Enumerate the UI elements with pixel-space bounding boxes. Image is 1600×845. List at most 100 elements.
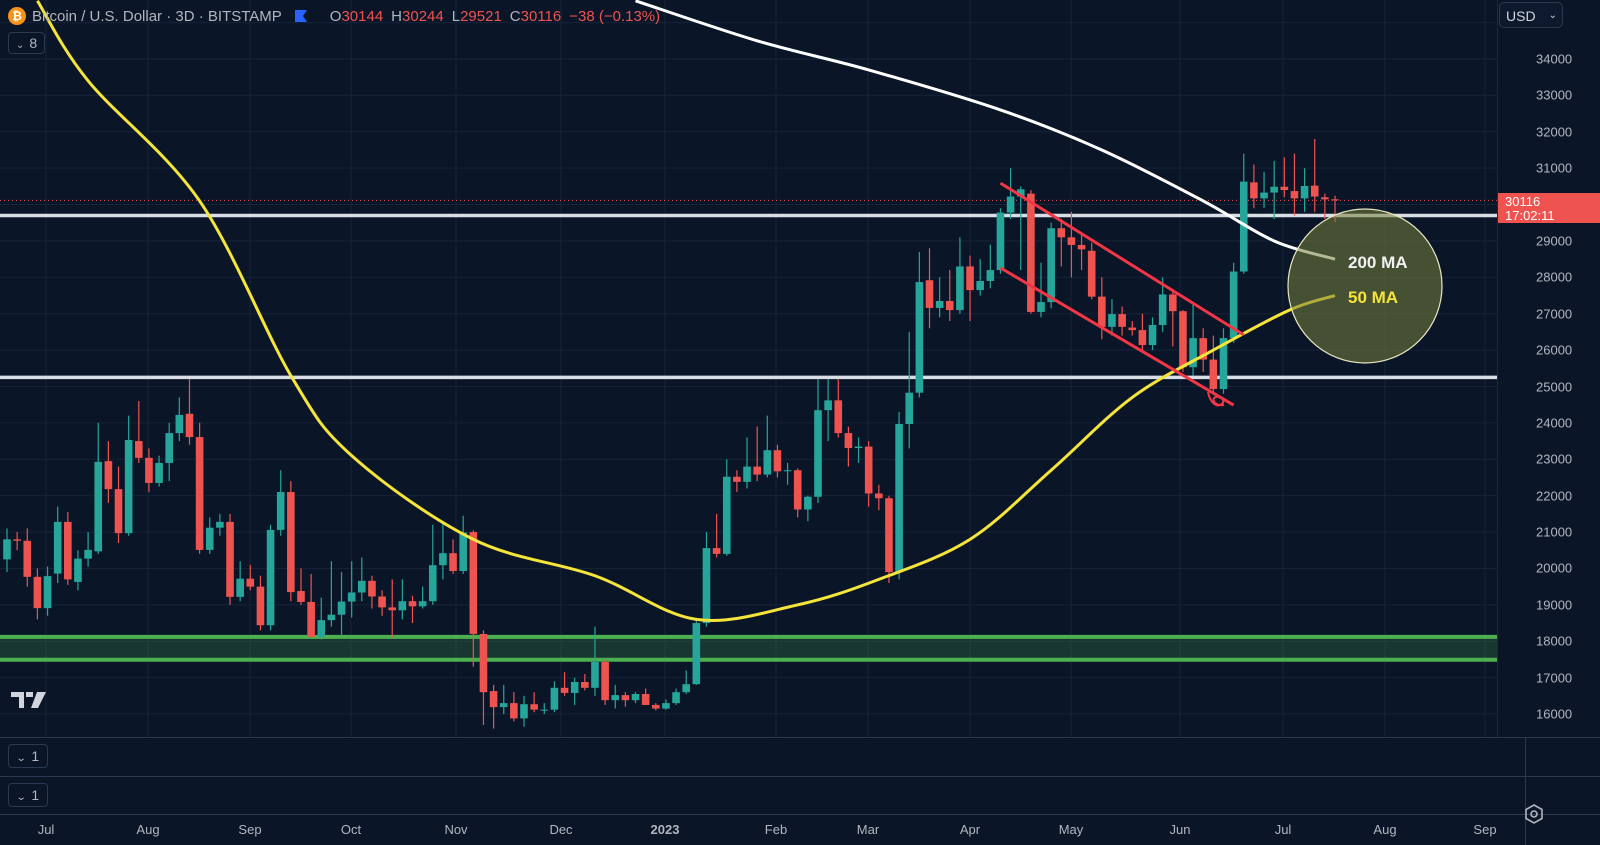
candle-up [1108, 314, 1116, 327]
candle-up [702, 548, 711, 624]
candle-down [246, 578, 255, 587]
candle-down [1250, 182, 1258, 199]
time-tick-label: Oct [340, 822, 362, 837]
candle-down [479, 633, 488, 693]
price-tick-label: 31000 [1536, 160, 1573, 176]
candle-up [1239, 181, 1248, 272]
candle-up [1219, 338, 1228, 390]
pane-2-toggle-button[interactable]: ⌄ 1 [8, 783, 49, 807]
candle-down [1098, 296, 1106, 327]
candle-up [905, 392, 914, 424]
flag-icon[interactable] [294, 9, 308, 23]
indicator-pane-1[interactable]: ⌄ 1 [0, 738, 1497, 775]
candle-up [327, 614, 336, 621]
price-tick-label: 29000 [1536, 233, 1573, 249]
bitcoin-icon: ₿ [8, 7, 26, 25]
candle-down [875, 493, 883, 499]
candle-down [64, 521, 72, 580]
pane-separator[interactable] [0, 776, 1600, 777]
candle-down [226, 521, 234, 597]
price-tick-label: 23000 [1536, 451, 1573, 467]
candle-up [935, 300, 944, 308]
low-value: 29521 [460, 7, 502, 25]
high-label: H [391, 7, 403, 25]
candle-down [489, 691, 498, 708]
open-label: O [329, 7, 342, 25]
candle-up [540, 709, 549, 711]
price-tick-label: 26000 [1536, 342, 1573, 358]
candle-up [692, 623, 701, 685]
candle-up [996, 212, 1005, 271]
candle-up [1300, 186, 1309, 199]
candle-down [368, 580, 376, 597]
candle-down [145, 457, 153, 483]
candle-up [317, 620, 326, 637]
candle-up [824, 400, 832, 411]
indicators-toggle-button[interactable]: ⌄ 8 [8, 32, 46, 54]
candle-up [1016, 189, 1025, 197]
channel-upper-line [999, 181, 1245, 337]
candle-down [449, 553, 457, 572]
symbol-title[interactable]: Bitcoin / U.S. Dollar · 3D · BITSTAMP [32, 7, 282, 25]
candle-up [1189, 338, 1197, 368]
candle-down [712, 548, 721, 554]
candle-up [611, 695, 620, 701]
tradingview-logo[interactable] [11, 690, 47, 710]
candle-up [1037, 302, 1045, 312]
candle-up [550, 687, 559, 710]
candle-up [499, 703, 508, 708]
candle-up [53, 521, 62, 574]
candle-up [631, 694, 640, 701]
candle-down [195, 437, 204, 550]
candle-down [844, 433, 853, 449]
price-chart[interactable]: 200 MA 50 MA [0, 0, 1497, 737]
time-tick-label: Feb [764, 822, 788, 837]
candle-down [834, 400, 843, 434]
candle-up [814, 410, 822, 497]
candle-up [216, 521, 224, 528]
candle-up [1148, 325, 1157, 346]
candle-down [753, 466, 761, 475]
currency-selector[interactable]: USD ⌄ [1499, 2, 1563, 28]
pane-1-count: 1 [31, 748, 40, 764]
settings-gear-icon[interactable] [1523, 803, 1545, 825]
price-tick-label: 27000 [1536, 306, 1573, 322]
candle-down [378, 596, 386, 608]
candle-down [1199, 338, 1208, 360]
main-chart-pane[interactable]: 200 MA 50 MA [0, 0, 1497, 737]
candle-up [175, 414, 184, 434]
channel-lower-line [999, 266, 1235, 407]
candle-up [1047, 228, 1055, 303]
candle-down [1209, 359, 1218, 390]
price-tick-label: 17000 [1536, 670, 1573, 686]
high-value: 30244 [402, 7, 444, 25]
candle-down [793, 470, 802, 510]
candle-up [915, 282, 924, 393]
candle-down [510, 703, 518, 719]
price-axis[interactable]: 3400033000320003100030000290002800027000… [1497, 0, 1600, 737]
time-tick-label: Sep [1473, 822, 1497, 837]
candle-down [1128, 327, 1137, 331]
time-tick-label: Apr [959, 822, 981, 837]
highlight-circle [1287, 208, 1443, 364]
candle-down [1321, 197, 1329, 200]
candle-down [1331, 199, 1339, 201]
indicators-count: 8 [29, 35, 38, 51]
candle-up [1260, 192, 1268, 199]
candle-down [601, 661, 609, 701]
candle-down [114, 489, 123, 534]
candle-up [976, 280, 984, 291]
time-axis[interactable]: Jul Aug Sep Oct Nov Dec 2023 Feb Mar Apr May Jun Jul… [0, 815, 1600, 845]
candle-up [722, 476, 731, 554]
candle-up [84, 549, 92, 559]
candle-up [74, 558, 82, 582]
price-tick-label: 33000 [1536, 87, 1573, 103]
candle-up [439, 553, 447, 566]
price-tick-label: 18000 [1536, 633, 1573, 649]
candle-down [1280, 186, 1289, 191]
candle-down [864, 446, 873, 494]
indicator-pane-2[interactable]: ⌄ 1 [0, 777, 1497, 814]
pane-separator[interactable] [0, 737, 1600, 738]
pane-1-toggle-button[interactable]: ⌄ 1 [8, 744, 49, 768]
low-label: L [451, 7, 461, 25]
